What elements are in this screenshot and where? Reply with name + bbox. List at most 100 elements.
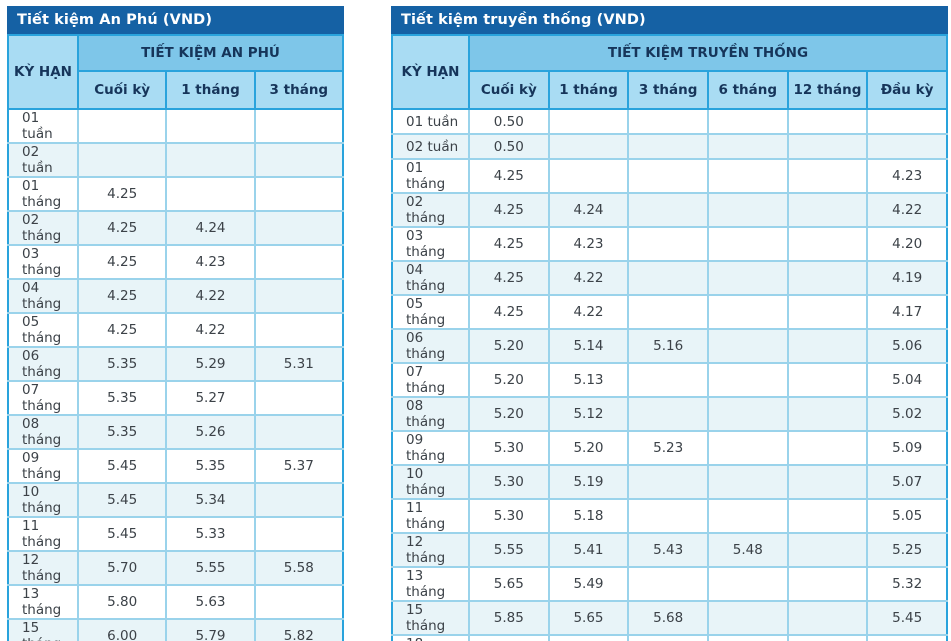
rate-cell: 5.45	[76, 516, 168, 552]
header-row-columns: Cuối kỳ 1 tháng 3 tháng 6 tháng 12 tháng Đầu …	[392, 70, 948, 110]
rate-cell	[627, 133, 709, 160]
rate-cell: 5.34	[165, 482, 256, 518]
rate-cell: 5.09	[866, 430, 948, 466]
rate-cell: 4.19	[866, 260, 948, 296]
table-row: 05 tháng 4.25 4.22 4.17	[391, 294, 948, 330]
rate-cell: 4.23	[165, 244, 256, 280]
rate-table-an-phu: Tiết kiệm An Phú (VND) KỲ HẠN TIẾT KIỆM A…	[7, 6, 345, 641]
term-cell: 09 tháng	[7, 448, 79, 484]
rate-cell	[706, 226, 789, 262]
rate-cell	[786, 498, 869, 534]
rate-cell: 5.85	[468, 600, 550, 636]
rate-cell	[253, 108, 345, 144]
rate-cell	[706, 192, 789, 228]
rate-cell: 4.24	[547, 192, 630, 228]
rate-cell	[706, 498, 789, 534]
table-row: 09 tháng 5.30 5.20 5.23 5.09	[391, 430, 948, 466]
rate-cell: 5.65	[547, 600, 630, 636]
rate-cell	[786, 294, 869, 330]
table-row: 11 tháng 5.30 5.18 5.05	[391, 498, 948, 534]
term-cell: 03 tháng	[391, 226, 470, 262]
term-cell: 12 tháng	[7, 550, 79, 586]
table-row: 12 tháng 5.70 5.55 5.58	[7, 550, 345, 586]
table-row: 01 tháng 4.25 4.23	[391, 158, 948, 194]
rate-cell: 5.26	[165, 414, 256, 450]
rate-cell	[165, 176, 256, 212]
rate-cell: 5.58	[253, 550, 345, 586]
rate-cell: 5.55	[468, 532, 550, 568]
rate-cell	[253, 380, 345, 416]
rates-table: KỲ HẠN TIẾT KIỆM TRUYỀN THỐNG Cuối kỳ 1 thá…	[391, 34, 948, 641]
term-cell: 05 tháng	[391, 294, 470, 330]
rate-cell	[627, 464, 709, 500]
rate-cell: 5.41	[547, 532, 630, 568]
table-body: 01 tuần 0.50 02 tuần 0.50 01 tháng 4.25 4.23 02…	[391, 108, 948, 641]
rate-cell	[253, 516, 345, 552]
column-header: 6 tháng	[706, 70, 789, 110]
rate-cell: 5.68	[627, 600, 709, 636]
rate-cell	[866, 108, 948, 135]
rate-cell: 4.25	[76, 312, 168, 348]
term-cell: 15 tháng	[391, 600, 470, 636]
rate-cell: 5.12	[547, 396, 630, 432]
table-row: 01 tuần 0.50	[391, 108, 948, 135]
rate-cell: 0.50	[468, 133, 550, 160]
table-row: 01 tháng 4.25	[7, 176, 345, 212]
table-row: 03 tháng 4.25 4.23	[7, 244, 345, 280]
rate-cell: 4.25	[76, 278, 168, 314]
rate-cell	[786, 532, 869, 568]
rate-cell: 5.02	[866, 396, 948, 432]
rate-cell	[253, 584, 345, 620]
rate-cell: 5.16	[627, 328, 709, 364]
rate-cell: 5.35	[76, 346, 168, 382]
rate-cell	[786, 133, 869, 160]
rate-cell	[253, 210, 345, 246]
rate-cell: 5.35	[76, 414, 168, 450]
table-row: 15 tháng 5.85 5.65 5.68 5.45	[391, 600, 948, 636]
table-header: KỲ HẠN TIẾT KIỆM TRUYỀN THỐNG Cuối kỳ 1 thá…	[391, 34, 948, 110]
rate-cell	[706, 464, 789, 500]
table-row: 01 tuần	[7, 108, 345, 144]
rate-cell	[627, 294, 709, 330]
table-row: 10 tháng 5.45 5.34	[7, 482, 345, 518]
column-header: Đầu kỳ	[866, 70, 948, 110]
rate-cell	[786, 600, 869, 636]
rate-cell: 4.25	[468, 158, 550, 194]
rate-table-truyen-thong: Tiết kiệm truyền thống (VND) KỲ HẠN TIẾT …	[391, 6, 948, 641]
rate-cell	[627, 396, 709, 432]
term-cell: 02 tháng	[7, 210, 79, 246]
term-cell: 10 tháng	[7, 482, 79, 518]
rate-cell: 0.50	[468, 108, 550, 135]
term-cell: 01 tuần	[7, 108, 79, 144]
rate-cell	[627, 566, 709, 602]
rate-cell: 5.31	[253, 346, 345, 382]
term-cell: 06 tháng	[391, 328, 470, 364]
rate-cell: 5.33	[165, 516, 256, 552]
term-cell: 11 tháng	[391, 498, 470, 534]
term-cell: 13 tháng	[391, 566, 470, 602]
rate-cell: 4.23	[547, 226, 630, 262]
rate-cell: 4.25	[468, 260, 550, 296]
header-row-group: KỲ HẠN TIẾT KIỆM TRUYỀN THỐNG	[391, 34, 948, 110]
rate-cell	[76, 142, 168, 178]
table-row: 03 tháng 4.25 4.23 4.20	[391, 226, 948, 262]
table-row: 05 tháng 4.25 4.22	[7, 312, 345, 348]
rate-cell	[627, 192, 709, 228]
rate-cell	[786, 260, 869, 296]
table-row: 12 tháng 5.55 5.41 5.43 5.48 5.25	[391, 532, 948, 568]
rate-cell: 4.25	[468, 294, 550, 330]
rate-cell: 5.65	[468, 566, 550, 602]
rate-cell: 4.17	[866, 294, 948, 330]
term-cell: 18 tháng	[391, 634, 470, 641]
rate-cell	[786, 634, 869, 641]
table-row: 04 tháng 4.25 4.22 4.19	[391, 260, 948, 296]
table-row: 02 tháng 4.25 4.24 4.22	[391, 192, 948, 228]
rate-cell	[706, 396, 789, 432]
rate-cell	[706, 158, 789, 194]
rate-cell	[253, 312, 345, 348]
rate-cell: 5.35	[76, 380, 168, 416]
column-header: 12 tháng	[786, 70, 869, 110]
term-cell: 08 tháng	[391, 396, 470, 432]
